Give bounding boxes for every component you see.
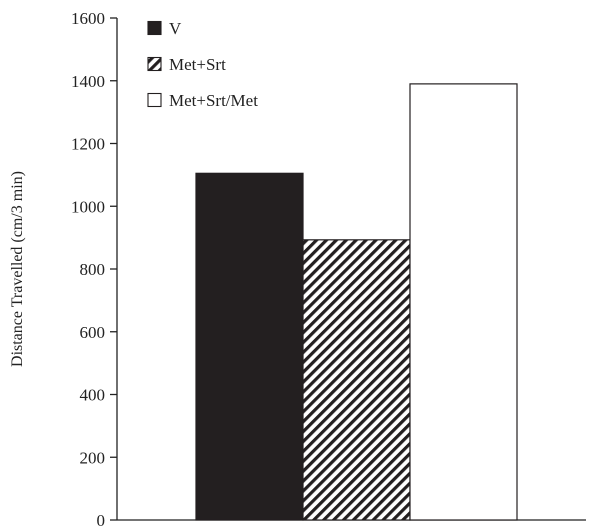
- y-tick-label: 0: [97, 511, 106, 529]
- legend-label: Met+Srt: [169, 55, 226, 74]
- legend-swatch: [147, 20, 162, 36]
- legend-label: Met+Srt/Met: [169, 91, 258, 110]
- y-tick-label: 400: [80, 386, 106, 405]
- y-tick-label: 800: [80, 260, 106, 279]
- y-axis-label: Distance Travelled (cm/3 min): [9, 171, 26, 367]
- bar-v: [195, 172, 304, 521]
- legend-label: V: [169, 19, 182, 38]
- y-tick-label: 1000: [71, 197, 105, 216]
- bar-met-srt: [302, 239, 411, 521]
- y-tick-label: 600: [80, 323, 106, 342]
- y-tick-label: 200: [80, 448, 106, 467]
- legend-swatch: [147, 92, 162, 108]
- y-tick-label: 1200: [71, 135, 105, 154]
- bar-met-srt-met: [409, 83, 518, 521]
- legend-swatch: [147, 56, 162, 72]
- y-tick-label: 1400: [71, 72, 105, 91]
- y-tick-label: 1600: [71, 9, 105, 28]
